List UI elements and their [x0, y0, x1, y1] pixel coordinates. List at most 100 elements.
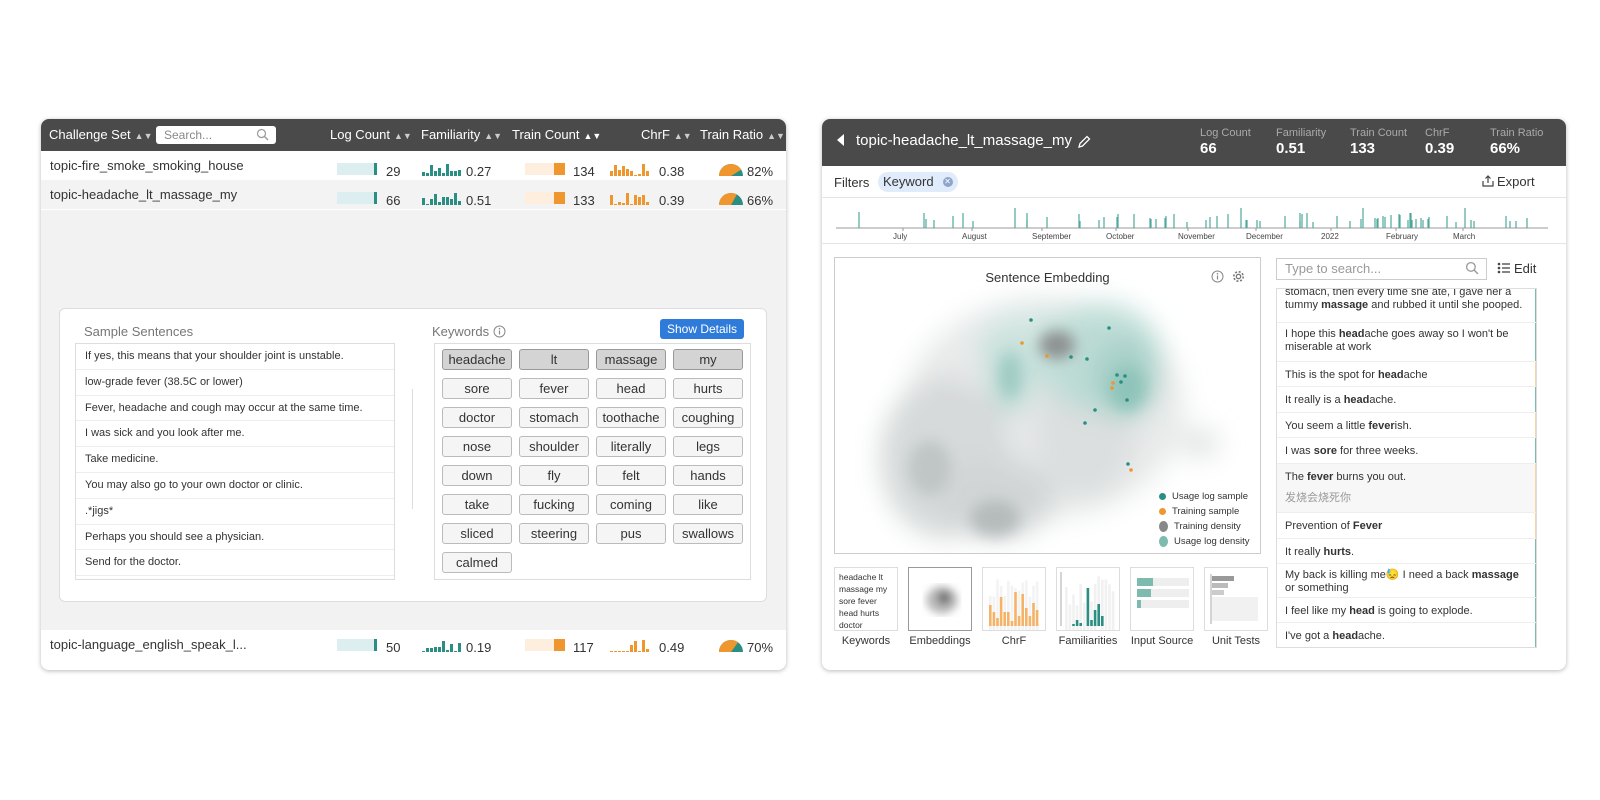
header-label: Challenge Set	[49, 127, 131, 142]
keyword-chip[interactable]: massage	[596, 349, 666, 370]
stat-label: Familiarity	[1276, 127, 1327, 139]
keyword-chip[interactable]: sliced	[442, 523, 512, 544]
table-row[interactable]: topic-headache_lt_massage_my 66 0.51 133 0.3…	[41, 180, 786, 209]
sentence-source-marker	[1535, 564, 1536, 597]
keyword-chip[interactable]: take	[442, 494, 512, 515]
sentence-text: I feel like my	[1285, 605, 1350, 617]
keyword-chip[interactable]: nose	[442, 436, 512, 457]
sentence-item[interactable]: It really is a headache.	[1277, 387, 1536, 413]
timeline-month-label: July	[893, 232, 908, 241]
sentence-text: ache.	[1358, 630, 1385, 642]
thumb-keywords[interactable]: headache lt massage my sore fever head h…	[834, 567, 898, 631]
sentence-item[interactable]: My back is killing me😓 I need a back mas…	[1277, 564, 1536, 598]
info-icon[interactable]	[493, 325, 506, 338]
sentence-keyword: head	[1349, 605, 1375, 617]
sentence-item[interactable]: The fever burns you out. 发烧会烧死你	[1277, 464, 1536, 513]
header-label: Train Count	[512, 127, 580, 142]
keyword-chip[interactable]: felt	[596, 465, 666, 486]
sort-familiarity[interactable]: Familiarity ▲▼	[421, 119, 502, 151]
keyword-chip[interactable]: sore	[442, 378, 512, 399]
keyword-chip[interactable]: fly	[519, 465, 589, 486]
edit-pencil-icon[interactable]	[1078, 135, 1091, 148]
sample-sentence: If yes, this means that your shoulder jo…	[76, 344, 394, 370]
sort-challenge-set[interactable]: Challenge Set ▲▼	[49, 119, 153, 151]
thumb-familiarities[interactable]	[1056, 567, 1120, 656]
sentence-keyword: massage	[1321, 298, 1369, 311]
keyword-chip[interactable]: fever	[519, 378, 589, 399]
sort-log-count[interactable]: Log Count ▲▼	[330, 119, 412, 151]
stat-value: 66%	[1490, 140, 1521, 157]
sentence-item[interactable]: I've got a headache.	[1277, 623, 1536, 647]
keyword-chip[interactable]: hurts	[673, 378, 743, 399]
sentence-text: ache goes away so I won't be miserable a…	[1285, 328, 1509, 353]
sentence-source-marker	[1535, 362, 1536, 386]
filter-chip-label: Keyword	[883, 174, 934, 189]
familiarity-sparkline	[422, 164, 461, 176]
thumb-input-source[interactable]	[1130, 567, 1194, 631]
row-name: topic-language_english_speak_l...	[50, 637, 247, 652]
sentence-item[interactable]: I feel like my head is going to explode.	[1277, 598, 1536, 623]
train-ratio-value: 70%	[747, 640, 774, 655]
search-input[interactable]: Search...	[156, 126, 276, 144]
keyword-chip[interactable]: coughing	[673, 407, 743, 428]
thumb-chrf[interactable]	[982, 567, 1046, 647]
keyword-chip[interactable]: down	[442, 465, 512, 486]
keyword-chip[interactable]: pus	[596, 523, 666, 544]
keyword-chip[interactable]: calmed	[442, 552, 512, 573]
sentence-text: for three weeks.	[1336, 445, 1419, 457]
sentence-item[interactable]: You seem a little feverish.	[1277, 413, 1536, 438]
log-count-marker	[374, 163, 377, 175]
table-row[interactable]	[41, 656, 786, 670]
familiarity-sparkline	[422, 641, 461, 652]
keyword-chip[interactable]: doctor	[442, 407, 512, 428]
show-details-button[interactable]: Show Details	[660, 319, 744, 339]
sort-train-ratio[interactable]: Train Ratio ▲▼	[700, 119, 785, 151]
thumb-unit-tests[interactable]	[1204, 567, 1268, 631]
keywords-title-text: Keywords	[432, 324, 490, 339]
keyword-chip[interactable]: my	[673, 349, 743, 370]
sentence-item[interactable]: stomach, then every time she ate, I gave…	[1277, 289, 1536, 323]
sentence-item[interactable]: I was sore for three weeks.	[1277, 438, 1536, 464]
sentence-item[interactable]: Prevention of Fever	[1277, 513, 1536, 539]
remove-filter-icon[interactable]: ✕	[942, 177, 953, 187]
keyword-chip[interactable]: lt	[519, 349, 589, 370]
keyword-chip[interactable]: like	[673, 494, 743, 515]
keyword-chip[interactable]: literally	[596, 436, 666, 457]
keyword-chip[interactable]: shoulder	[519, 436, 589, 457]
thumb-embeddings[interactable]	[908, 567, 972, 631]
gear-icon[interactable]	[1232, 270, 1245, 283]
keyword-chip[interactable]: fucking	[519, 494, 589, 515]
keyword-chip[interactable]: legs	[673, 436, 743, 457]
keyword-chip[interactable]: toothache	[596, 407, 666, 428]
train-ratio-gauge	[719, 164, 743, 176]
keyword-chip[interactable]: hands	[673, 465, 743, 486]
sentence-item[interactable]: It really hurts.	[1277, 539, 1536, 564]
sort-train-count[interactable]: Train Count ▲▼	[512, 119, 601, 151]
sentence-text: My back is killing me😓 I need a back	[1285, 569, 1472, 581]
sample-sentence: Perhaps you should see a physician.	[76, 525, 394, 551]
sentence-keyword: fever	[1307, 471, 1334, 483]
table-row[interactable]: topic-language_english_speak_l... 50 0.19 1…	[41, 627, 786, 656]
filter-chip-keyword[interactable]: Keyword ✕	[878, 172, 958, 192]
timeline[interactable]: July August September October November Decemb…	[822, 199, 1566, 244]
legend-usage-sample: Usage log sample	[1159, 491, 1248, 502]
back-arrow-icon[interactable]	[837, 134, 844, 146]
sentence-translation: 发烧会烧死你	[1285, 491, 1351, 504]
sentence-item[interactable]: This is the spot for headache	[1277, 362, 1536, 387]
sentence-item[interactable]: I hope this headache goes away so I won'…	[1277, 323, 1536, 362]
timeline-month-label: August	[962, 232, 987, 241]
table-row[interactable]: topic-fire_smoke_smoking_house 29 0.27 134 0…	[41, 151, 786, 180]
keyword-chip[interactable]: head	[596, 378, 666, 399]
keyword-chip[interactable]: steering	[519, 523, 589, 544]
keyword-chip[interactable]: swallows	[673, 523, 743, 544]
legend-dot	[1159, 507, 1166, 515]
keyword-chip[interactable]: headache	[442, 349, 512, 370]
keyword-chip[interactable]: coming	[596, 494, 666, 515]
edit-button[interactable]: Edit	[1497, 261, 1536, 276]
keyword-chip[interactable]: stomach	[519, 407, 589, 428]
sentence-search-input[interactable]: Type to search...	[1276, 258, 1487, 280]
sort-chrf[interactable]: ChrF ▲▼	[641, 119, 692, 151]
export-button[interactable]: Export	[1482, 174, 1535, 189]
sentence-embedding-view[interactable]: Sentence Embedding Usage log sample Trai…	[834, 257, 1261, 554]
info-icon[interactable]	[1211, 270, 1224, 283]
